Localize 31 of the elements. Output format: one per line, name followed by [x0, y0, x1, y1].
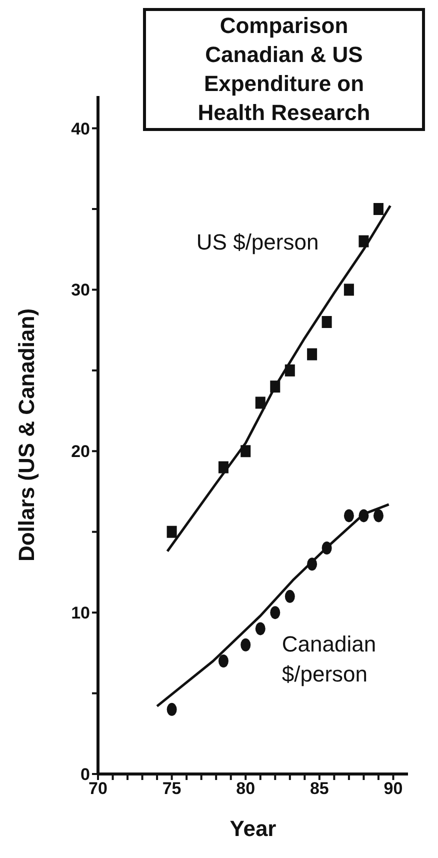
- point: [255, 622, 266, 636]
- point: [373, 509, 384, 522]
- point: [322, 316, 332, 328]
- y-tick-label: 10: [71, 604, 90, 623]
- point: [255, 396, 266, 409]
- point: [307, 348, 318, 360]
- point: [373, 203, 384, 215]
- point: [218, 654, 228, 668]
- series-label: Canadian $/person: [282, 631, 376, 686]
- chart-title: Comparison Canadian & US Expenditure on Health Research: [196, 12, 372, 127]
- line-series: [166, 204, 392, 552]
- y-axis-title: Dollars (US & Canadian): [14, 308, 39, 562]
- line-series: [156, 503, 390, 708]
- point: [240, 638, 251, 652]
- point: [344, 509, 354, 522]
- x-axis-title: Year: [230, 816, 277, 841]
- point: [166, 526, 177, 538]
- x-tick-label: 80: [236, 779, 256, 798]
- y-tick-label: 40: [71, 119, 90, 138]
- y-tick-label: 30: [71, 280, 90, 300]
- series-label: US $/person: [196, 229, 319, 254]
- x-tick-label: 75: [162, 779, 182, 798]
- x-tick-label: 90: [384, 779, 403, 798]
- point: [166, 702, 177, 716]
- x-tick-label: 85: [310, 779, 329, 798]
- point: [284, 590, 295, 603]
- y-tick-label: 0: [80, 765, 90, 784]
- y-tick-label: 20: [71, 442, 90, 462]
- point: [344, 284, 354, 296]
- x-tick-label: 70: [88, 779, 108, 798]
- point: [270, 606, 280, 620]
